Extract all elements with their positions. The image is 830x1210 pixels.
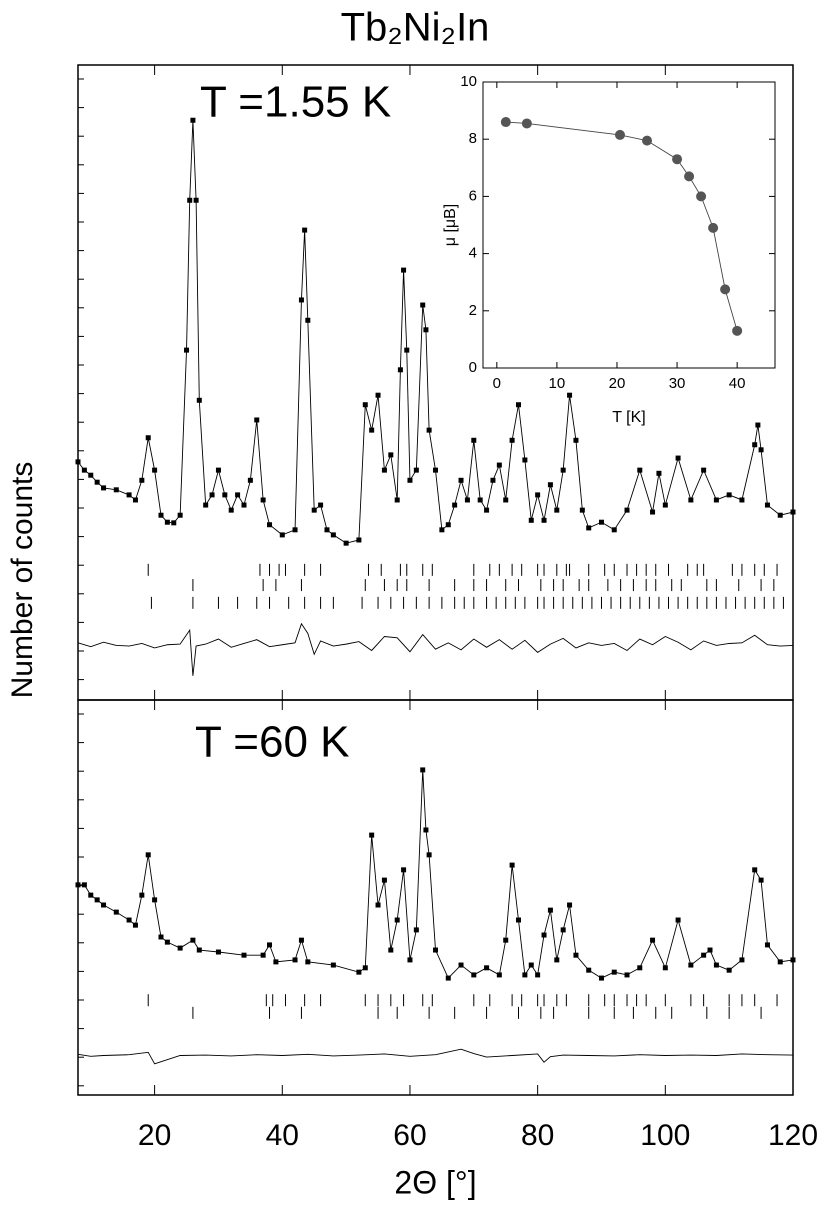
difference-line: [77, 622, 794, 676]
inset-x-label: T [K]: [612, 409, 646, 426]
inset-background: [482, 81, 776, 369]
inset-y-tick-label: 2: [469, 302, 477, 319]
x-tick-label: 20: [138, 1119, 171, 1152]
plot-frame: [77, 699, 794, 1096]
inset-y-tick-label: 6: [469, 187, 477, 204]
inset-x-tick-label: 30: [669, 375, 686, 392]
inset-y-tick-label: 4: [469, 245, 477, 262]
inset-point: [684, 171, 695, 182]
x-tick-label: 40: [266, 1119, 299, 1152]
inset-x-tick-label: 20: [609, 375, 626, 392]
data-point: [75, 459, 81, 465]
inset-point: [732, 325, 743, 336]
inset-line: [505, 121, 738, 331]
inset-point: [672, 154, 683, 165]
inset-point: [521, 118, 532, 129]
x-tick-label: 100: [640, 1119, 690, 1152]
inset-y-tick-label: 8: [469, 130, 477, 147]
calculated-line: [78, 769, 794, 979]
inset-point: [696, 191, 707, 202]
inset-y-tick-label: 0: [469, 359, 477, 376]
inset-x-tick-label: 0: [493, 375, 501, 392]
inset-point: [708, 222, 719, 233]
panel-annotation: T =60 K: [195, 718, 350, 767]
inset-point: [642, 135, 653, 146]
inset-point: [614, 129, 625, 140]
inset-point: [500, 117, 511, 128]
inset-y-tick-label: 10: [460, 73, 477, 90]
inset-point: [720, 284, 731, 295]
inset-x-tick-label: 10: [549, 375, 566, 392]
x-tick-label: 60: [393, 1119, 426, 1152]
calculated-line: [77, 120, 794, 544]
inset-y-label: μ [μB]: [442, 204, 459, 246]
difference-line: [77, 1048, 794, 1065]
panel-annotation: T =1.55 K: [200, 78, 391, 127]
chart-title: Tb₂Ni₂In: [341, 6, 490, 50]
inset-x-tick-label: 40: [729, 375, 746, 392]
x-tick-label: 120: [768, 1119, 818, 1152]
x-tick-label: 80: [521, 1119, 554, 1152]
x-axis-label: 2Θ [°]: [394, 1164, 476, 1200]
y-axis-label: Number of counts: [6, 462, 39, 699]
